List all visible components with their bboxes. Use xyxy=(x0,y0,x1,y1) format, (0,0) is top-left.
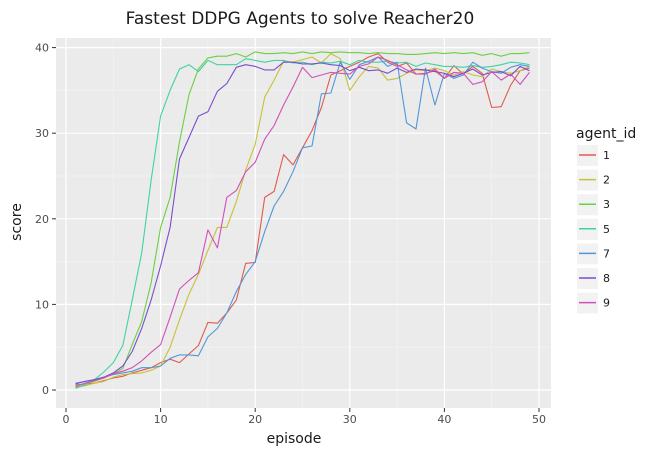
chart-title: Fastest DDPG Agents to solve Reacher20 xyxy=(126,9,475,29)
legend-label: 5 xyxy=(603,223,610,236)
x-tick-label: 30 xyxy=(343,413,357,426)
x-tick-label: 40 xyxy=(437,413,451,426)
series-line-agent-9 xyxy=(75,56,530,388)
y-tick-label: 10 xyxy=(35,298,49,311)
legend-item-agent-3: 3 xyxy=(577,194,610,216)
legend-label: 3 xyxy=(603,198,610,211)
y-tick-label: 0 xyxy=(42,384,49,397)
legend-label: 9 xyxy=(603,297,610,310)
x-tick-label: 0 xyxy=(63,413,70,426)
major-gridlines xyxy=(56,38,551,408)
legend-label: 7 xyxy=(603,247,610,260)
series-line-agent-7 xyxy=(75,56,530,384)
legend-item-agent-5: 5 xyxy=(577,218,610,240)
legend-label: 8 xyxy=(603,272,610,285)
y-axis: 0 10 20 30 40 xyxy=(35,42,56,397)
x-tick-label: 20 xyxy=(248,413,262,426)
legend-item-agent-7: 7 xyxy=(577,243,610,265)
x-tick-label: 10 xyxy=(154,413,168,426)
series-lines xyxy=(75,51,530,389)
legend-item-agent-1: 1 xyxy=(577,145,610,166)
series-line-agent-5 xyxy=(75,58,530,389)
legend-item-agent-2: 2 xyxy=(577,169,610,191)
y-tick-label: 20 xyxy=(35,213,49,226)
legend-item-agent-8: 8 xyxy=(577,268,610,289)
legend-title: agent_id xyxy=(576,126,636,142)
y-axis-label: score xyxy=(9,203,25,241)
x-tick-label: 50 xyxy=(532,413,546,426)
x-axis-label: episode xyxy=(267,431,322,447)
legend-item-agent-9: 9 xyxy=(577,292,610,314)
y-tick-label: 40 xyxy=(35,42,49,55)
legend-label: 1 xyxy=(603,149,610,162)
plot-panel xyxy=(56,38,551,408)
series-line-agent-8 xyxy=(75,61,530,385)
legend-label: 2 xyxy=(603,174,610,187)
x-axis: 0 10 20 30 40 50 xyxy=(63,408,546,426)
legend: 1 2 3 5 7 8 9 xyxy=(577,145,610,314)
series-line-agent-3 xyxy=(75,51,530,387)
y-tick-label: 30 xyxy=(35,127,49,140)
series-line-agent-2 xyxy=(75,53,530,388)
minor-gridlines xyxy=(56,38,551,408)
